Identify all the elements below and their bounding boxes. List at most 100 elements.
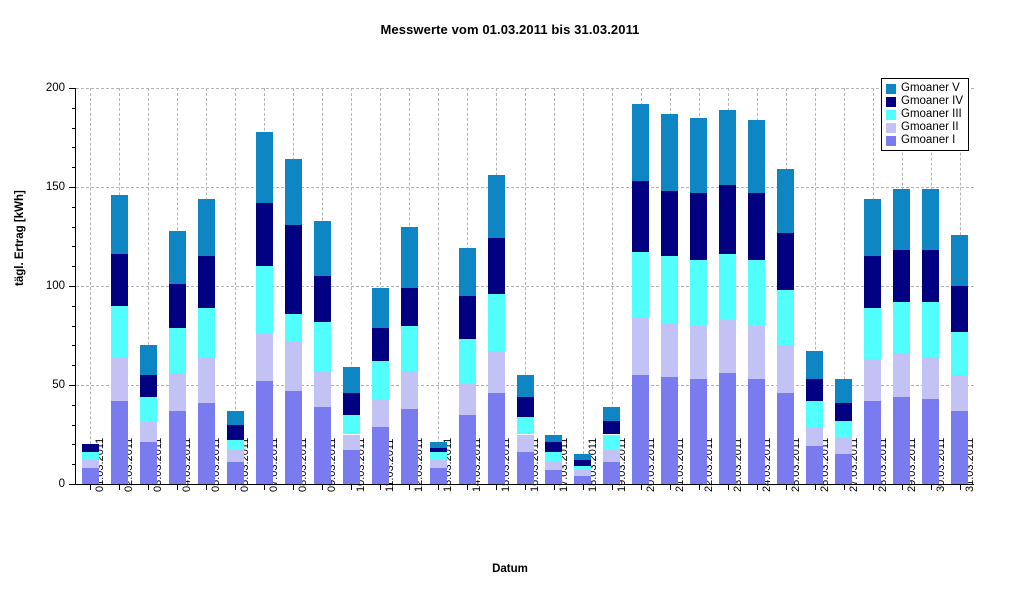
bar-segment[interactable]: [487, 351, 505, 393]
legend-item[interactable]: Gmoaner IV: [886, 95, 963, 108]
bar-segment[interactable]: [690, 192, 708, 261]
bar-segment[interactable]: [893, 188, 911, 251]
bar-segment[interactable]: [371, 398, 389, 427]
bar[interactable]: [574, 88, 592, 484]
bar-segment[interactable]: [400, 325, 418, 372]
bar[interactable]: [400, 88, 418, 484]
bar-segment[interactable]: [168, 373, 186, 411]
bar-segment[interactable]: [516, 416, 534, 435]
bar-segment[interactable]: [197, 357, 215, 403]
bar-segment[interactable]: [516, 375, 534, 397]
bar[interactable]: [313, 88, 331, 484]
bar-segment[interactable]: [690, 379, 708, 484]
bar-segment[interactable]: [661, 190, 679, 257]
bar[interactable]: [284, 88, 302, 484]
bar-segment[interactable]: [748, 325, 766, 380]
bar[interactable]: [661, 88, 679, 484]
bar-segment[interactable]: [922, 188, 940, 251]
bar-segment[interactable]: [545, 470, 563, 484]
bar-segment[interactable]: [632, 317, 650, 376]
bar[interactable]: [458, 88, 476, 484]
bar-segment[interactable]: [429, 468, 447, 484]
bar-segment[interactable]: [748, 260, 766, 326]
bar-segment[interactable]: [458, 295, 476, 340]
bar-segment[interactable]: [864, 256, 882, 308]
bar[interactable]: [429, 88, 447, 484]
bar-segment[interactable]: [226, 450, 244, 463]
bar-segment[interactable]: [777, 169, 795, 233]
bar-segment[interactable]: [748, 119, 766, 193]
bar-segment[interactable]: [777, 232, 795, 290]
bar-segment[interactable]: [661, 113, 679, 191]
bar-segment[interactable]: [371, 287, 389, 328]
bar-segment[interactable]: [226, 424, 244, 441]
bar-segment[interactable]: [371, 361, 389, 399]
bar-segment[interactable]: [110, 357, 128, 401]
bar-segment[interactable]: [719, 254, 737, 320]
bar-segment[interactable]: [197, 307, 215, 358]
bar-segment[interactable]: [661, 256, 679, 324]
bar-segment[interactable]: [574, 476, 592, 484]
bar-segment[interactable]: [487, 175, 505, 239]
bar-segment[interactable]: [777, 289, 795, 346]
bar-segment[interactable]: [806, 446, 824, 484]
bar-segment[interactable]: [632, 375, 650, 484]
bar-segment[interactable]: [603, 462, 621, 484]
bar[interactable]: [864, 88, 882, 484]
bar-segment[interactable]: [197, 256, 215, 308]
bar-segment[interactable]: [81, 468, 99, 484]
bar-segment[interactable]: [429, 452, 447, 461]
bar-segment[interactable]: [806, 379, 824, 401]
bar-segment[interactable]: [313, 321, 331, 372]
bar[interactable]: [168, 88, 186, 484]
bar-segment[interactable]: [458, 414, 476, 484]
bar-segment[interactable]: [748, 379, 766, 484]
bar-segment[interactable]: [313, 220, 331, 277]
bar-segment[interactable]: [835, 402, 853, 421]
bar-segment[interactable]: [429, 442, 447, 449]
bar-segment[interactable]: [371, 426, 389, 484]
bar[interactable]: [806, 88, 824, 484]
bar-segment[interactable]: [284, 341, 302, 391]
bar-segment[interactable]: [661, 377, 679, 484]
bar-segment[interactable]: [951, 410, 969, 484]
bar[interactable]: [139, 88, 157, 484]
bar-segment[interactable]: [835, 438, 853, 455]
bar-segment[interactable]: [951, 331, 969, 376]
bar-segment[interactable]: [719, 319, 737, 374]
bar-segment[interactable]: [139, 375, 157, 397]
bar-segment[interactable]: [371, 327, 389, 362]
bar-segment[interactable]: [284, 224, 302, 314]
bar-segment[interactable]: [139, 420, 157, 443]
bar[interactable]: [835, 88, 853, 484]
bar-segment[interactable]: [777, 392, 795, 484]
bar[interactable]: [255, 88, 273, 484]
bar[interactable]: [777, 88, 795, 484]
bar-segment[interactable]: [574, 454, 592, 461]
bar-segment[interactable]: [922, 357, 940, 399]
bar-segment[interactable]: [197, 402, 215, 484]
bar-segment[interactable]: [342, 414, 360, 435]
bar-segment[interactable]: [632, 252, 650, 318]
bar-segment[interactable]: [893, 396, 911, 484]
bar-segment[interactable]: [139, 396, 157, 421]
bar-segment[interactable]: [864, 307, 882, 360]
bar-segment[interactable]: [226, 410, 244, 425]
bar[interactable]: [487, 88, 505, 484]
bar-segment[interactable]: [690, 117, 708, 193]
bar-segment[interactable]: [864, 359, 882, 401]
bar-segment[interactable]: [429, 460, 447, 469]
bar-segment[interactable]: [545, 434, 563, 443]
bar[interactable]: [893, 88, 911, 484]
bar-segment[interactable]: [777, 345, 795, 393]
bar-segment[interactable]: [603, 450, 621, 463]
bar-segment[interactable]: [719, 185, 737, 255]
bar-segment[interactable]: [342, 434, 360, 451]
bar-segment[interactable]: [81, 460, 99, 469]
bar-segment[interactable]: [603, 420, 621, 435]
bar-segment[interactable]: [400, 226, 418, 288]
bar[interactable]: [197, 88, 215, 484]
bar-segment[interactable]: [893, 301, 911, 354]
bar-segment[interactable]: [574, 460, 592, 467]
bar-segment[interactable]: [835, 454, 853, 484]
